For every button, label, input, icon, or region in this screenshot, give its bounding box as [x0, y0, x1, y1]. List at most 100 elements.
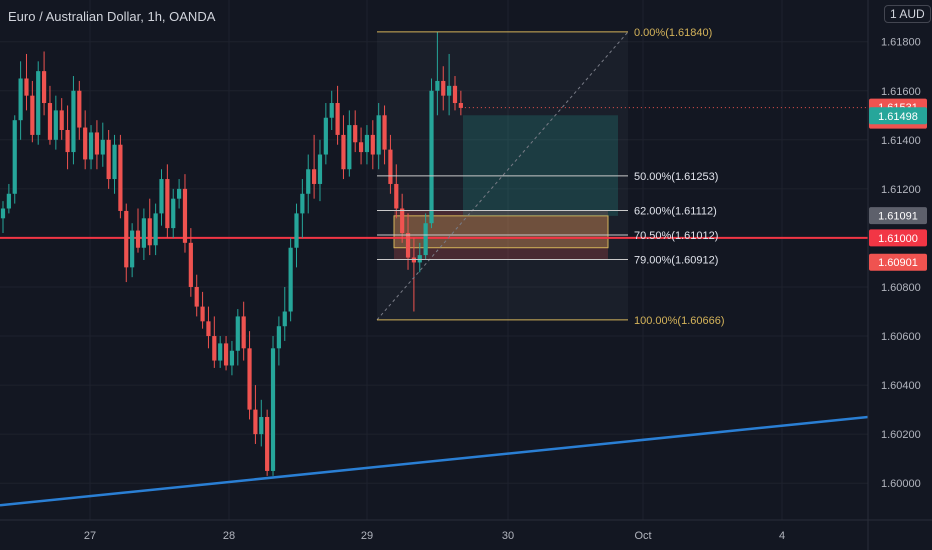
candle-body [88, 132, 94, 160]
candle-body [417, 255, 422, 263]
candle-body [335, 103, 340, 135]
candle-body [447, 85, 452, 96]
candle-body [24, 78, 29, 96]
price-tag-bg [869, 107, 927, 125]
candle-body [100, 139, 105, 155]
currency-button[interactable]: 1 AUD [884, 5, 931, 23]
x-tick-label: 27 [84, 530, 96, 542]
candle-body [77, 90, 82, 128]
candle-body [83, 127, 88, 160]
price-tag-bg [869, 229, 927, 247]
candle-body [376, 115, 381, 155]
candle-body [441, 80, 446, 96]
candle-body [312, 169, 317, 184]
y-tick-label: 1.60200 [881, 429, 921, 441]
price-tag-label: 1.61498 [878, 111, 918, 123]
candle-body [405, 233, 411, 258]
candle-body [388, 149, 393, 184]
candle-body [182, 188, 188, 243]
fib-level-label: 0.00%(1.61840) [634, 27, 712, 39]
candle-body [241, 316, 246, 349]
candle-body [159, 179, 164, 214]
fib-level-label: 70.50%(1.61012) [634, 230, 718, 242]
candle-body [200, 306, 205, 322]
y-tick-label: 1.61800 [881, 37, 921, 49]
candle-body [194, 286, 199, 307]
y-tick-label: 1.61400 [881, 135, 921, 147]
symbol-title: Euro / Australian Dollar, 1h, OANDA [8, 9, 216, 24]
candle-body [358, 142, 364, 153]
candle-body [341, 134, 346, 170]
candle-body [171, 198, 176, 229]
currency-label: AUD [899, 7, 925, 21]
fib-level-label: 50.00%(1.61253) [634, 171, 718, 183]
currency-prefix: 1 [890, 7, 897, 21]
candle-body [394, 183, 399, 209]
candle-body [177, 188, 182, 199]
candle-body [30, 95, 35, 135]
y-tick-label: 1.61200 [881, 184, 921, 196]
candle-body [153, 213, 158, 246]
x-tick-label: 30 [502, 530, 514, 542]
candle-body [112, 144, 117, 180]
candle-body [253, 409, 258, 435]
candle-body [458, 103, 463, 108]
candle-body [147, 218, 152, 246]
candle-body [317, 154, 323, 184]
price-tag-bg [869, 253, 927, 271]
candle-body [259, 416, 264, 435]
candle-body [329, 103, 334, 118]
trend-line [0, 415, 869, 507]
y-tick-label: 1.61600 [881, 86, 921, 98]
price-tag-label: 1.61000 [878, 233, 918, 245]
candle-body [188, 242, 193, 287]
candle-body [47, 103, 53, 140]
candle-body [364, 134, 370, 153]
candle-body [382, 115, 387, 150]
candle-body [429, 90, 434, 224]
candle-body [276, 326, 281, 349]
candle-body [294, 213, 299, 248]
candle-body [12, 120, 17, 194]
candle-body [106, 139, 111, 180]
candle-body [353, 125, 358, 143]
time-axis[interactable]: 27 28 29 30 Oct 4 [0, 519, 932, 542]
candle-body [400, 208, 405, 234]
candle-body [206, 321, 211, 337]
fibonacci-retracement[interactable]: 0.00%(1.61840) 50.00%(1.61253) 62.00%(1.61… [376, 27, 725, 327]
candle-body [41, 71, 47, 104]
x-tick-label: 29 [361, 530, 373, 542]
fib-level-label: 79.00%(1.60912) [634, 255, 718, 267]
candle-body [265, 416, 270, 471]
candle-body [347, 125, 352, 170]
candle-body [124, 210, 129, 268]
x-tick-label: 4 [779, 530, 785, 542]
x-tick-label: Oct [634, 530, 651, 542]
candle-body [423, 223, 428, 256]
candle-body [306, 169, 311, 194]
y-tick-label: 1.60600 [881, 331, 921, 343]
fib-level-label: 62.00%(1.61112) [634, 205, 717, 217]
candle-body [300, 193, 305, 214]
candle-body [212, 336, 217, 361]
candle-body [235, 316, 240, 351]
candle-body [71, 90, 76, 153]
candle-body [135, 230, 141, 248]
candle-body [218, 343, 223, 361]
candle-body [270, 348, 276, 471]
candle-body [165, 179, 170, 229]
candle-body [18, 78, 23, 121]
candle-body [59, 110, 64, 130]
y-tick-label: 1.60800 [881, 282, 921, 294]
x-tick-label: 28 [223, 530, 235, 542]
candles [0, 31, 463, 476]
candle-body [118, 144, 123, 211]
price-tag-label: 1.61091 [878, 211, 918, 223]
candle-body [223, 343, 229, 366]
candle-body [65, 130, 70, 153]
candle-body [53, 110, 58, 140]
candle-body [94, 132, 100, 155]
price-tag-label: 1.60901 [878, 257, 918, 269]
